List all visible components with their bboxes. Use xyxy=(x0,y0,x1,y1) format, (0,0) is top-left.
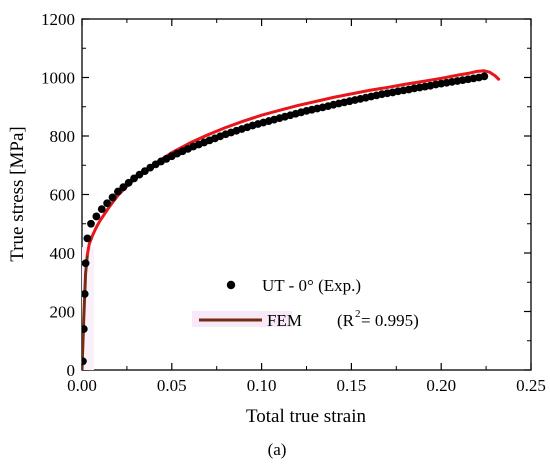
plot-frame xyxy=(81,18,532,371)
data-point-experimental xyxy=(130,174,138,183)
x-tick-label: 0.20 xyxy=(426,376,456,395)
series-layer xyxy=(82,69,501,370)
data-point-experimental xyxy=(92,212,101,221)
y-tick-label: 400 xyxy=(50,244,76,263)
x-tick-labels: 0.00 0.05 0.10 0.15 0.20 0.25 xyxy=(67,376,546,395)
legend-annotation-sup: 2 xyxy=(355,308,361,320)
data-point-experimental xyxy=(83,234,92,243)
legend-label-fem: FEM xyxy=(267,311,302,330)
x-tick-label: 0.25 xyxy=(516,376,546,395)
x-tick-label: 0.00 xyxy=(67,376,97,395)
y-axis-title: True stress [MPa] xyxy=(7,126,28,261)
data-point-experimental xyxy=(97,205,106,214)
legend-label-experimental: UT - 0° (Exp.) xyxy=(262,276,361,295)
y-tick-label: 1000 xyxy=(41,69,75,88)
fem-line xyxy=(85,69,501,256)
data-point-experimental xyxy=(82,357,87,366)
data-point-experimental xyxy=(114,187,122,196)
data-point-experimental xyxy=(82,290,89,298)
data-point-experimental xyxy=(82,325,88,333)
legend-annotation-value: = 0.995) xyxy=(361,311,419,330)
y-tick-label: 600 xyxy=(50,186,76,205)
y-tick-label: 0 xyxy=(67,361,76,380)
y-tick-label: 1200 xyxy=(41,10,75,29)
data-point-experimental xyxy=(119,183,128,192)
legend-annotation-r2: (R xyxy=(337,311,355,330)
y-tick-label: 200 xyxy=(50,303,76,322)
legend: UT - 0° (Exp.) FEM (R 2 = 0.995) xyxy=(192,276,419,330)
y-tick-labels: 0 200 400 600 800 1000 1200 xyxy=(41,10,75,380)
x-tick-label: 0.10 xyxy=(247,376,277,395)
data-point-experimental xyxy=(108,193,117,202)
axis-ticks xyxy=(81,18,532,371)
data-point-experimental xyxy=(87,219,95,228)
figure-caption: (a) xyxy=(268,440,287,459)
x-tick-label: 0.05 xyxy=(157,376,187,395)
legend-marker-experimental xyxy=(226,280,236,290)
y-tick-label: 800 xyxy=(50,127,76,146)
data-point-experimental xyxy=(82,259,90,268)
x-axis-title: Total true strain xyxy=(246,406,367,427)
data-point-experimental xyxy=(103,199,112,208)
x-tick-label: 0.15 xyxy=(337,376,367,395)
data-point-experimental xyxy=(124,178,133,187)
data-point-experimental xyxy=(480,72,489,81)
